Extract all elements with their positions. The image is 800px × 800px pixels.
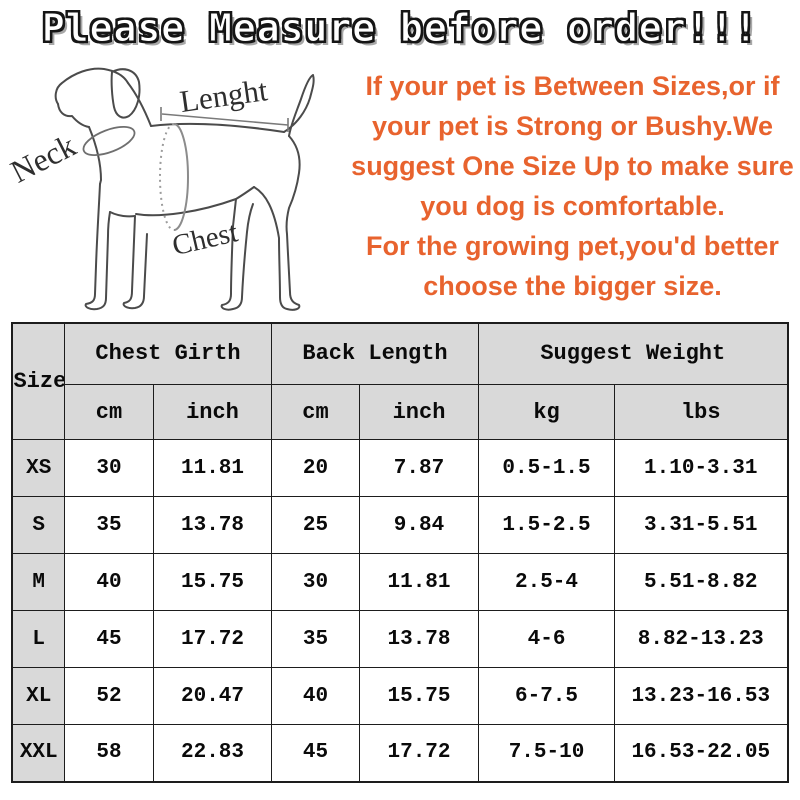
notice-line: For the growing pet,you'd better [366, 230, 779, 261]
size-chart-table: Size Chest Girth Back Length Suggest Wei… [11, 321, 789, 783]
unit-header-back-cm: cm [271, 384, 360, 441]
cell-back-inch: 15.75 [358, 667, 480, 726]
cell-weight-kg: 7.5-10 [478, 724, 616, 783]
cell-chest-cm: 40 [63, 553, 154, 612]
row-size-label: XXL [11, 724, 65, 783]
table-row: L 45 17.72 35 13.78 4-6 8.82-13.23 [11, 610, 789, 669]
cell-back-cm: 45 [271, 724, 360, 783]
page-title: Please Measure before order!!! [41, 6, 759, 51]
cell-back-cm: 25 [271, 496, 360, 555]
neck-label: Neck [5, 126, 82, 189]
cell-back-cm: 35 [271, 610, 360, 669]
notice-line: your pet is Strong or Bushy.We [371, 110, 774, 141]
cell-weight-lbs: 1.10-3.31 [614, 439, 789, 498]
col-header-suggest-weight: Suggest Weight [478, 322, 789, 386]
cell-weight-lbs: 13.23-16.53 [614, 667, 789, 726]
cell-weight-lbs: 16.53-22.05 [614, 724, 789, 783]
row-size-label: L [11, 610, 65, 669]
cell-back-inch: 13.78 [358, 610, 480, 669]
cell-chest-inch: 20.47 [152, 667, 273, 726]
unit-header-chest-cm: cm [63, 384, 154, 441]
cell-back-inch: 7.87 [358, 439, 480, 498]
cell-weight-kg: 0.5-1.5 [478, 439, 616, 498]
cell-chest-cm: 58 [63, 724, 154, 783]
length-measure-line [160, 106, 289, 132]
dog-outline-drawing: Neck Lenght Chest [5, 67, 315, 311]
cell-weight-lbs: 5.51-8.82 [614, 553, 789, 612]
cell-weight-lbs: 8.82-13.23 [614, 610, 789, 669]
unit-header-chest-inch: inch [152, 384, 273, 441]
top-section: Neck Lenght Chest If your pet is Between… [0, 56, 800, 314]
row-size-label: XL [11, 667, 65, 726]
cell-back-cm: 20 [271, 439, 360, 498]
cell-chest-inch: 13.78 [152, 496, 273, 555]
table-row: S 35 13.78 25 9.84 1.5-2.5 3.31-5.51 [11, 496, 789, 555]
table-row: XL 52 20.47 40 15.75 6-7.5 13.23-16.53 [11, 667, 789, 726]
cell-chest-cm: 52 [63, 667, 154, 726]
cell-chest-inch: 15.75 [152, 553, 273, 612]
unit-header-lbs: lbs [614, 384, 789, 441]
notice-line: choose the bigger size. [423, 270, 722, 301]
notice-line: suggest One Size Up to make sure [351, 150, 794, 181]
cell-chest-cm: 30 [63, 439, 154, 498]
table-row: M 40 15.75 30 11.81 2.5-4 5.51-8.82 [11, 553, 789, 612]
cell-back-cm: 40 [271, 667, 360, 726]
row-size-label: XS [11, 439, 65, 498]
cell-chest-inch: 17.72 [152, 610, 273, 669]
col-header-back-length: Back Length [270, 322, 480, 386]
sizing-notice: If your pet is Between Sizes,or if your … [345, 66, 800, 306]
table-row: XXL 58 22.83 45 17.72 7.5-10 16.53-22.05 [11, 724, 789, 783]
length-label: Lenght [178, 72, 270, 119]
cell-weight-kg: 2.5-4 [478, 553, 616, 612]
table-row: XS 30 11.81 20 7.87 0.5-1.5 1.10-3.31 [11, 439, 789, 498]
cell-chest-cm: 35 [63, 496, 154, 555]
cell-back-inch: 17.72 [358, 724, 480, 783]
unit-header-kg: kg [478, 384, 616, 441]
cell-weight-kg: 6-7.5 [478, 667, 616, 726]
dog-measurement-diagram: Neck Lenght Chest [0, 56, 345, 314]
cell-weight-kg: 4-6 [478, 610, 616, 669]
cell-chest-inch: 22.83 [152, 724, 273, 783]
chest-measure-ring [159, 122, 189, 231]
notice-line: you dog is comfortable. [420, 190, 725, 221]
col-header-chest-girth: Chest Girth [63, 322, 273, 386]
neck-measure-ring [82, 125, 136, 156]
cell-chest-cm: 45 [63, 610, 154, 669]
cell-back-cm: 30 [271, 553, 360, 612]
cell-back-inch: 11.81 [358, 553, 480, 612]
notice-line: If your pet is Between Sizes,or if [365, 70, 780, 101]
cell-back-inch: 9.84 [358, 496, 480, 555]
col-header-size: Size [11, 322, 65, 441]
unit-header-back-inch: inch [358, 384, 480, 441]
cell-weight-kg: 1.5-2.5 [478, 496, 616, 555]
row-size-label: S [11, 496, 65, 555]
row-size-label: M [11, 553, 65, 612]
cell-weight-lbs: 3.31-5.51 [614, 496, 789, 555]
cell-chest-inch: 11.81 [152, 439, 273, 498]
size-table-body: XS 30 11.81 20 7.87 0.5-1.5 1.10-3.31 S 35 13.78 2… [11, 439, 789, 783]
